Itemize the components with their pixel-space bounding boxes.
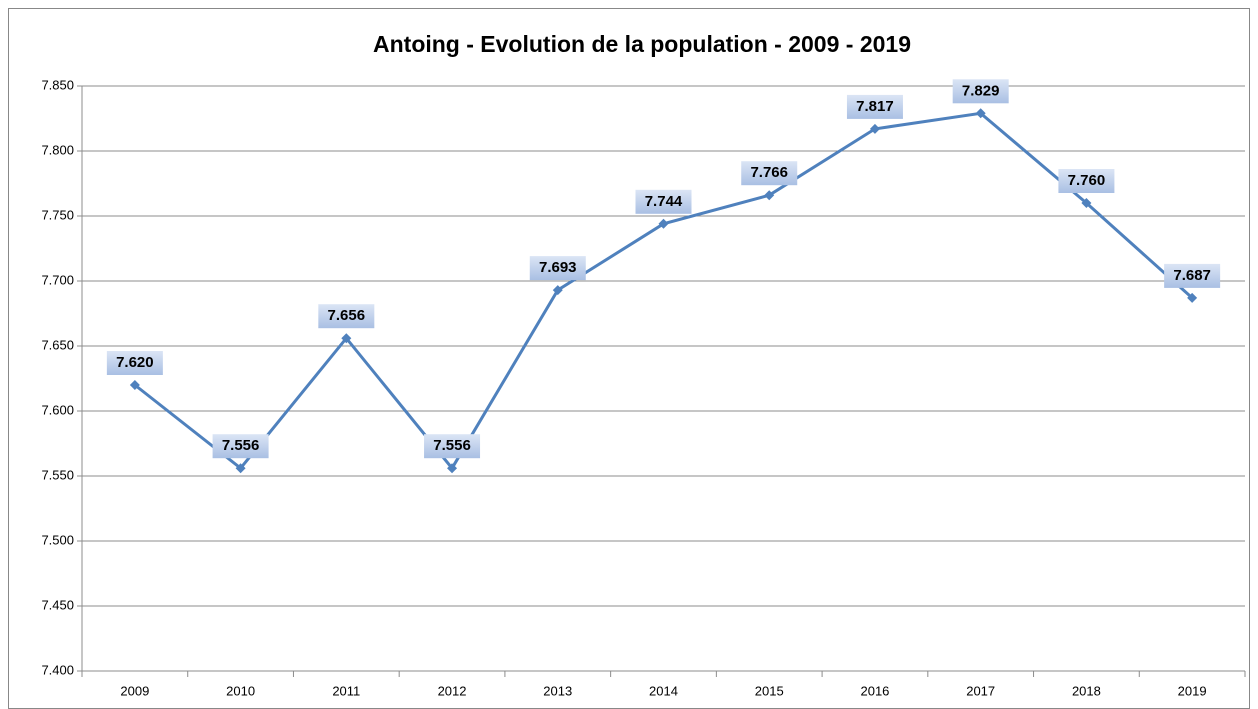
x-tick-label: 2011 [332, 683, 360, 698]
marker [129, 380, 140, 390]
data-label: 7.766 [750, 164, 788, 181]
marker [658, 218, 669, 229]
y-tick-label: 7.700 [41, 272, 74, 287]
x-tick-label: 2009 [120, 683, 149, 698]
marker [1081, 198, 1092, 208]
data-label-box [635, 189, 692, 214]
data-label: 7.656 [328, 307, 366, 324]
y-tick-label: 7.500 [41, 532, 74, 547]
marker [764, 190, 775, 201]
data-label-box [741, 161, 798, 186]
data-label-box [106, 351, 163, 375]
chart-frame [8, 8, 1250, 709]
y-tick-label: 7.450 [41, 597, 74, 612]
data-label: 7.744 [645, 193, 683, 210]
data-label-box [1058, 169, 1115, 193]
marker [869, 123, 880, 134]
data-label: 7.687 [1173, 267, 1211, 284]
y-tick-label: 7.800 [41, 142, 74, 157]
data-label: 7.693 [539, 259, 577, 276]
data-label: 7.829 [962, 82, 1000, 99]
x-tick-label: 2015 [755, 683, 784, 698]
data-label-box [952, 79, 1009, 104]
y-tick-label: 7.750 [41, 207, 74, 222]
y-tick-label: 7.400 [41, 662, 74, 677]
x-tick-label: 2010 [226, 683, 255, 698]
data-label-box [424, 434, 481, 459]
marker [1187, 292, 1198, 303]
y-tick-label: 7.550 [41, 467, 74, 482]
data-label: 7.556 [222, 437, 260, 454]
data-label: 7.556 [433, 437, 471, 454]
data-label-box [1164, 263, 1221, 288]
marker [235, 463, 246, 474]
data-label-box [846, 94, 903, 119]
x-tick-label: 2016 [860, 683, 889, 698]
marker [975, 108, 986, 119]
x-tick-label: 2012 [438, 683, 467, 698]
chart-title: Antoing - Evolution de la population - 2… [373, 31, 911, 57]
x-tick-label: 2018 [1072, 683, 1101, 698]
x-tick-label: 2014 [649, 683, 678, 698]
data-label-box [212, 434, 269, 459]
marker [552, 285, 563, 296]
x-tick-label: 2013 [543, 683, 572, 698]
marker [447, 463, 458, 474]
y-tick-label: 7.850 [41, 77, 74, 92]
y-tick-label: 7.600 [41, 402, 74, 417]
data-label: 7.620 [116, 354, 154, 371]
data-label: 7.760 [1068, 172, 1106, 189]
x-tick-label: 2019 [1178, 683, 1207, 698]
data-label-box [318, 304, 375, 329]
data-label-box [529, 256, 586, 281]
marker [341, 333, 352, 344]
y-tick-label: 7.650 [41, 337, 74, 352]
data-label: 7.817 [856, 98, 894, 115]
x-tick-label: 2017 [966, 683, 995, 698]
